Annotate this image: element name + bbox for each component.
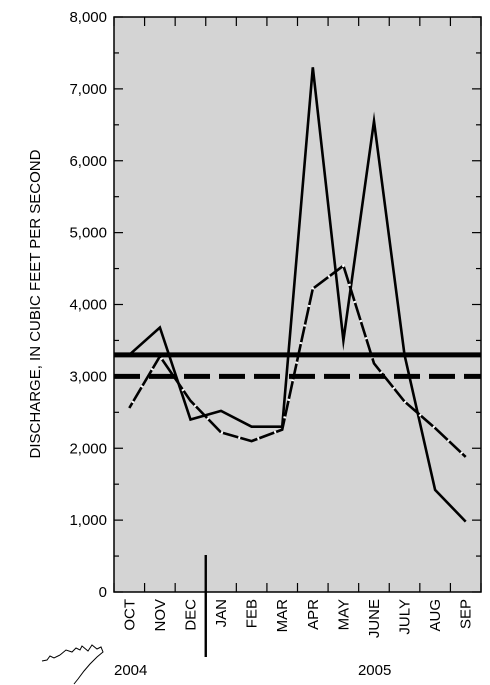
x-tick-label: APR — [305, 599, 322, 630]
x-tick-label: DEC — [182, 599, 199, 631]
x-tick-label: JAN — [213, 599, 230, 627]
y-tick-label: 7,000 — [69, 81, 107, 98]
series-layer — [114, 67, 481, 523]
x-tick-label: NOV — [152, 599, 169, 632]
series-1-line — [128, 263, 467, 458]
x-tick-label: SEP — [458, 599, 475, 629]
y-tick-label: 6,000 — [69, 153, 107, 170]
x-tick-label: OCT — [121, 599, 138, 631]
y-tick-label: 2,000 — [69, 440, 107, 457]
x-tick-label: MAY — [335, 599, 352, 630]
y-axis-title: DISCHARGE, IN CUBIC FEET PER SECOND — [27, 149, 44, 458]
x-tick-label: JUNE — [366, 599, 383, 638]
y-tick-label: 8,000 — [69, 9, 107, 26]
x-tick-label: FEB — [244, 599, 261, 628]
y-tick-label: 5,000 — [69, 225, 107, 242]
map-sketch — [41, 644, 104, 685]
year-label: 2004 — [114, 662, 147, 679]
plot-area — [114, 17, 481, 592]
y-tick-label: 1,000 — [69, 512, 107, 529]
x-tick-label: MAR — [274, 599, 291, 633]
y-tick-label: 4,000 — [69, 297, 107, 314]
x-tick-label: JULY — [397, 599, 414, 635]
x-tick-label: AUG — [427, 599, 444, 632]
y-tick-label: 3,000 — [69, 368, 107, 385]
year-label: 2005 — [358, 662, 391, 679]
y-tick-label: 0 — [99, 584, 107, 601]
axis-layer: 0 1,000 2,000 3,000 4,000 5,000 6,000 7,000 8,00… — [69, 9, 482, 679]
